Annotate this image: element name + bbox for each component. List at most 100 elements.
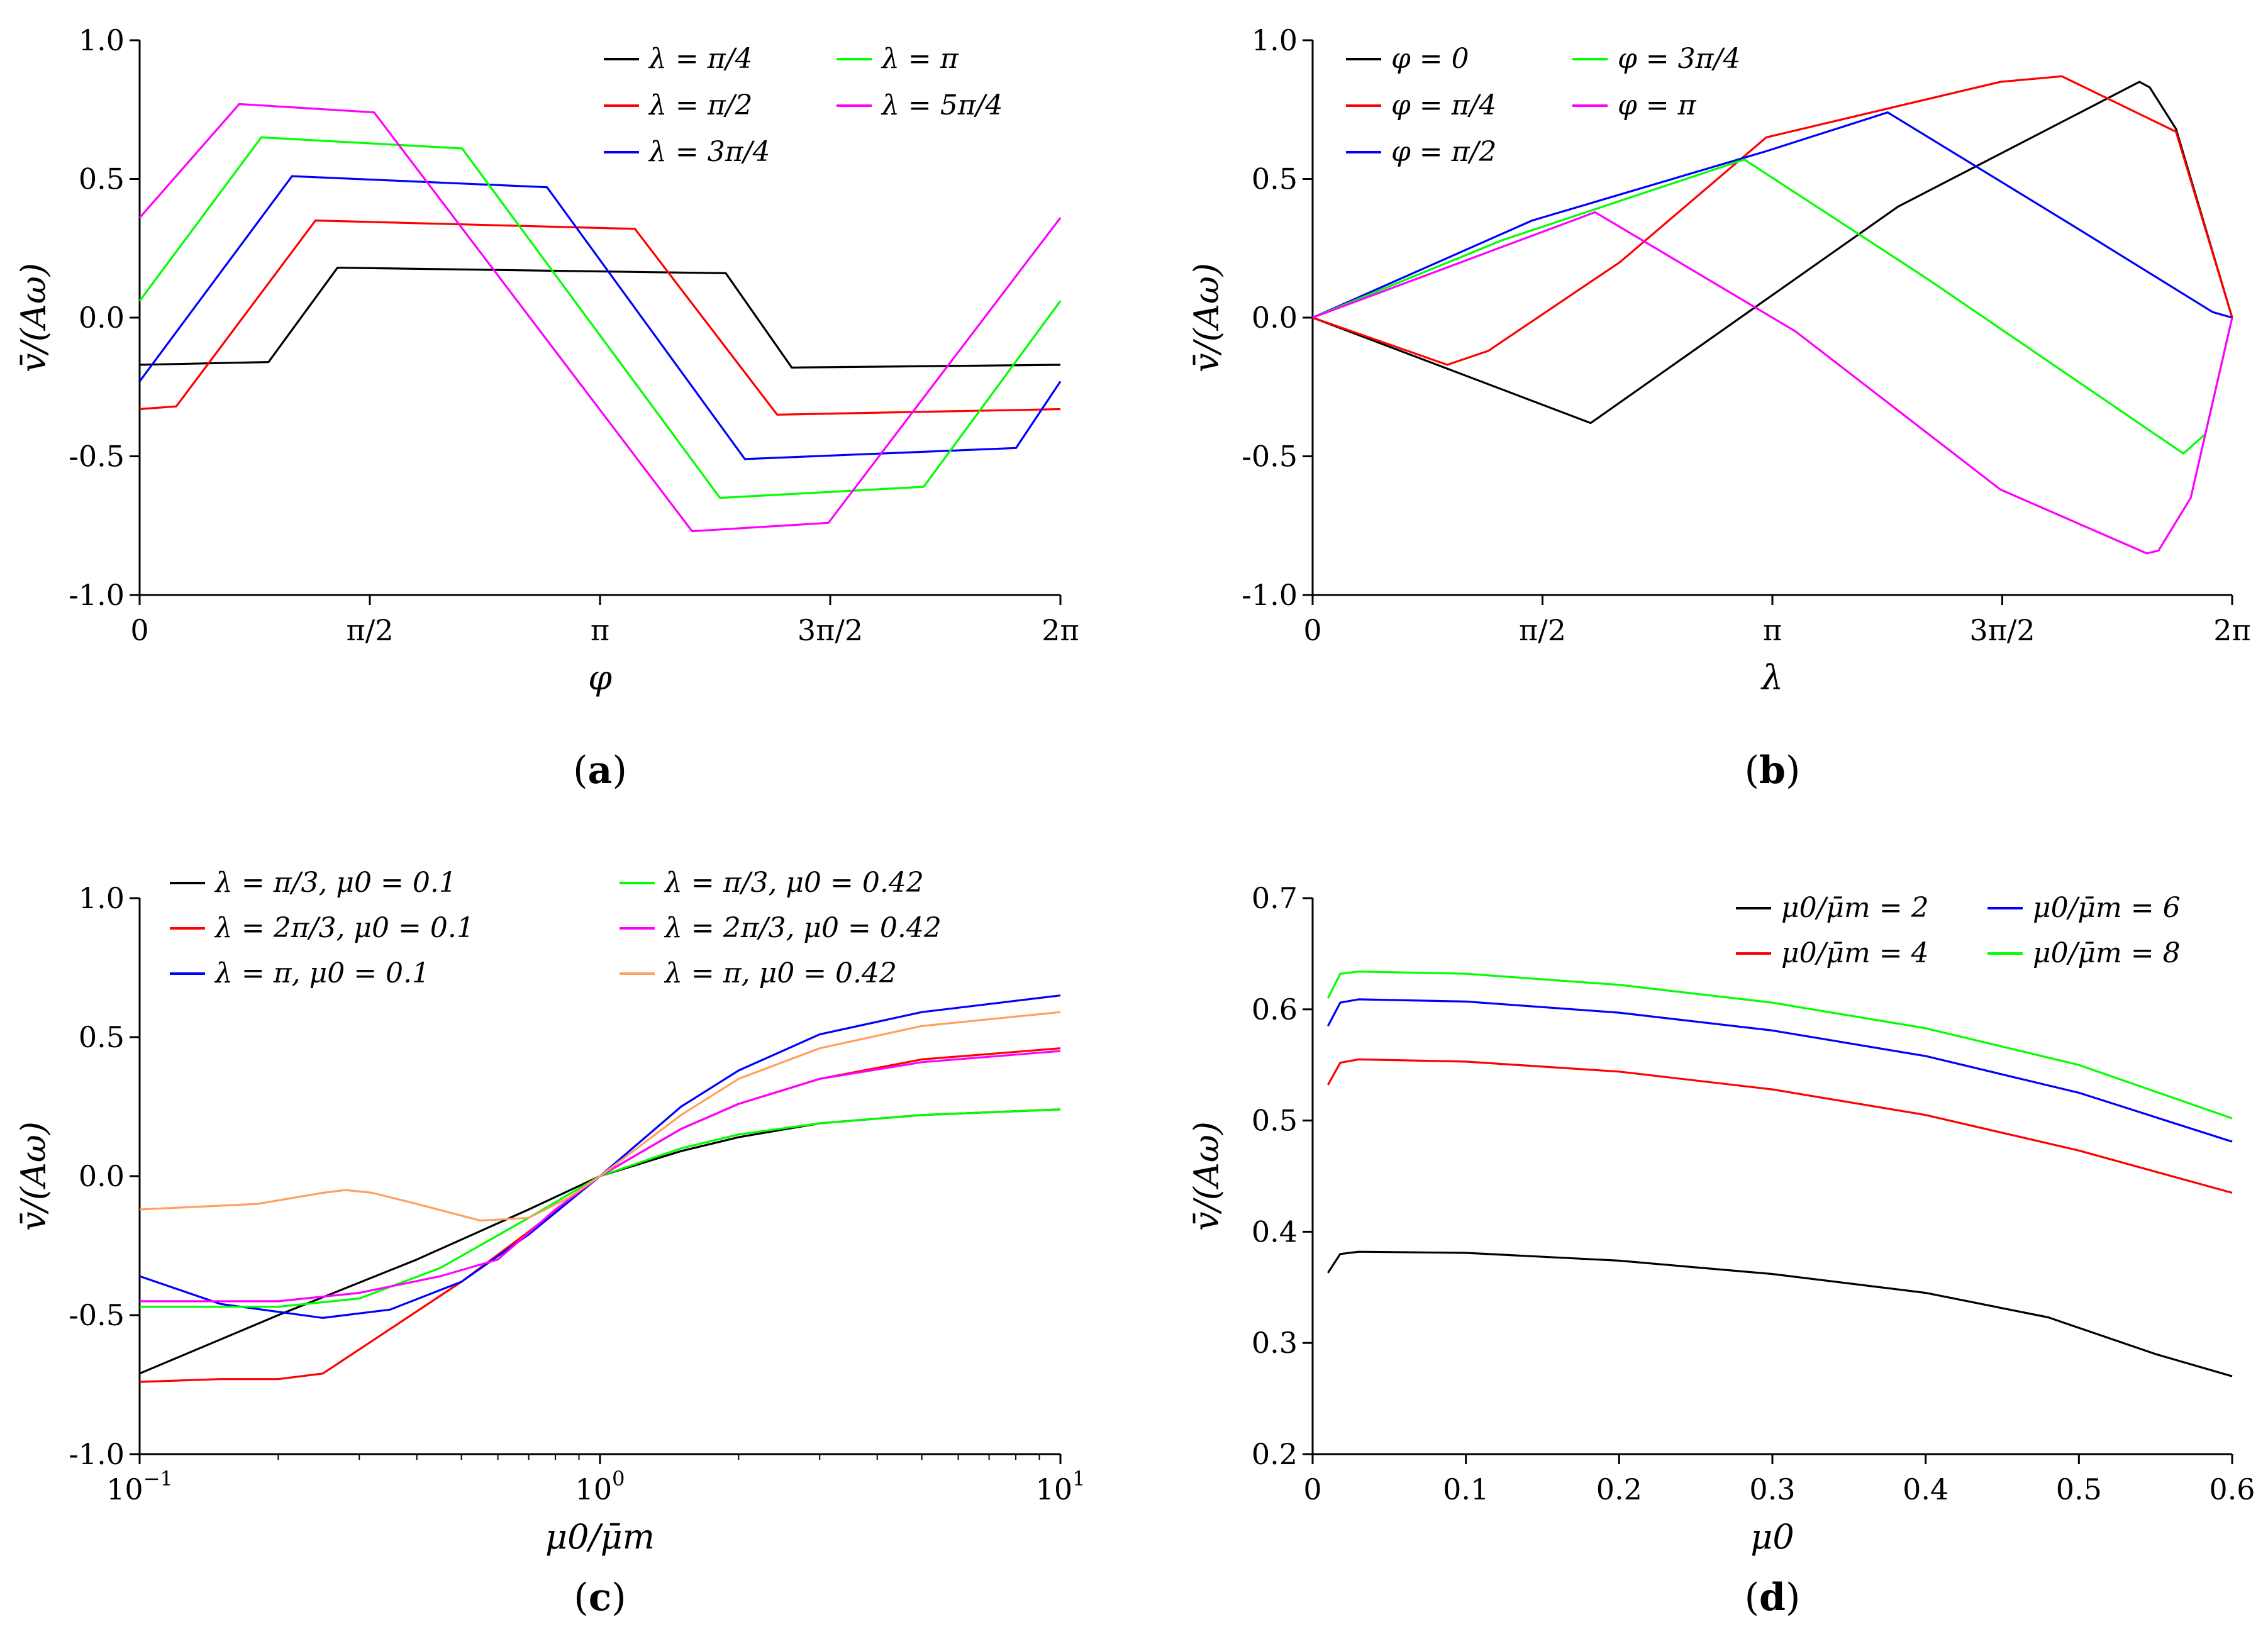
- y-tick-label: -1.0: [69, 578, 125, 612]
- x-tick-label: 0: [130, 613, 148, 647]
- legend: φ = 0 φ = π/4 φ = π/2 φ = 3π/4 φ = π: [1346, 43, 1740, 168]
- y-axis-label: v̄/(Aω): [14, 263, 53, 372]
- x-tick-label: π: [1763, 613, 1782, 647]
- series-line-2: [139, 1047, 1061, 1383]
- legend-label: λ = π, μ0 = 0.42: [664, 957, 897, 989]
- panel-d: 0.70.60.50.40.30.20 0.1 0.2 0.3 0.4 0.5 0.6μ0v…: [1187, 881, 2255, 1620]
- y-tick-label: 0.5: [1252, 1104, 1298, 1138]
- x-axis-label: φ: [588, 658, 612, 698]
- series-line-3: [139, 994, 1061, 1319]
- panel-caption: (a): [573, 748, 627, 792]
- x-tick-label: 0.4: [1903, 1472, 1948, 1506]
- x-tick-label: 0.3: [1749, 1472, 1795, 1506]
- x-tick-label: 0: [1303, 613, 1321, 647]
- x-tick-label: 10−1: [106, 1467, 173, 1506]
- series-line-3: [1326, 998, 2233, 1143]
- legend-label: λ = π/3, μ0 = 0.1: [214, 867, 457, 899]
- series-line-2: [1312, 75, 2233, 366]
- series-line-1: [1327, 1250, 2233, 1377]
- x-tick-label: 0.6: [2209, 1472, 2255, 1506]
- y-tick-label: -0.5: [69, 440, 125, 474]
- legend-label: λ = π/4: [648, 43, 752, 75]
- series-line-5: [140, 1050, 1061, 1303]
- series-line-4: [1312, 158, 2233, 455]
- legend: λ = π/3, μ0 = 0.1 λ = 2π/3, μ0 = 0.1 λ = π…: [170, 867, 942, 989]
- panel-caption: (c): [574, 1576, 626, 1620]
- y-axis-label: v̄/(Aω): [1187, 263, 1226, 372]
- x-axis-label: λ: [1760, 658, 1783, 698]
- x-tick-label: π/2: [347, 613, 394, 647]
- legend-label: λ = π, μ0 = 0.1: [214, 957, 430, 989]
- legend-label: φ = π/2: [1391, 136, 1496, 168]
- legend-label: λ = π/3, μ0 = 0.42: [664, 867, 924, 899]
- legend-label: φ = 3π/4: [1618, 43, 1740, 75]
- series-line-2: [139, 220, 1061, 416]
- y-tick-label: -1.0: [69, 1437, 125, 1471]
- y-tick-label: 1.0: [1252, 23, 1298, 57]
- y-tick-label: 0.0: [1252, 301, 1298, 335]
- legend: λ = π/4 λ = π/2 λ = 3π/4 λ = π λ = 5π/4: [604, 43, 1003, 168]
- x-tick-label: 3π/2: [1969, 613, 2035, 647]
- series-line-4: [138, 136, 1062, 499]
- x-tick-label: 3π/2: [798, 613, 863, 647]
- legend-label: λ = 2π/3, μ0 = 0.42: [664, 912, 942, 944]
- legend-label: φ = π: [1618, 89, 1697, 121]
- y-tick-label: 1.0: [79, 881, 125, 915]
- series-line-2: [1326, 1058, 2233, 1194]
- series-line-4: [1326, 970, 2233, 1120]
- series-line-3: [138, 175, 1062, 460]
- series-line-4: [140, 1108, 1061, 1308]
- y-tick-label: 0.5: [1252, 162, 1298, 196]
- x-tick-label: π: [591, 613, 609, 647]
- series-line-1: [139, 267, 1061, 369]
- y-tick-label: 0.0: [79, 301, 125, 335]
- panel-caption: (d): [1745, 1576, 1801, 1620]
- y-axis-label: v̄/(Aω): [14, 1121, 53, 1231]
- y-axis-label: v̄/(Aω): [1187, 1121, 1226, 1231]
- x-tick-label: 0.1: [1443, 1472, 1489, 1506]
- y-tick-label: -1.0: [1242, 578, 1298, 612]
- legend: μ0/μ̄m = 2 μ0/μ̄m = 4 μ0/μ̄m = 6 μ0/μ̄m = 8: [1736, 892, 2181, 969]
- legend-label: φ = π/4: [1391, 89, 1496, 121]
- series-line-1: [1312, 81, 2233, 425]
- y-tick-label: 0.2: [1252, 1437, 1298, 1471]
- series-line-1: [139, 1108, 1061, 1375]
- legend-label: λ = 2π/3, μ0 = 0.1: [214, 912, 474, 944]
- series-line-6: [139, 1011, 1061, 1222]
- panel-a: 1.0 0.5 0.0 -0.5 -1.00 π/2 π 3π/2 2π φ v̄/(Aω) λ = …: [14, 23, 1079, 792]
- series-line-3: [1312, 111, 2233, 319]
- legend-label: μ0/μ̄m = 8: [2033, 937, 2181, 969]
- x-tick-label: 0.2: [1596, 1472, 1642, 1506]
- legend-label: φ = 0: [1391, 43, 1469, 75]
- x-tick-label: 2π: [2213, 613, 2251, 647]
- y-tick-label: 0.7: [1252, 881, 1298, 915]
- x-axis-label: μ0: [1750, 1517, 1794, 1557]
- y-tick-label: -0.5: [69, 1298, 125, 1332]
- legend-label: μ0/μ̄m = 6: [2033, 892, 2181, 924]
- legend-label: λ = π: [881, 43, 959, 75]
- x-tick-label: 2π: [1042, 613, 1079, 647]
- panel-c: 1.0 0.5 0.0 -0.5 -1.010−1 100 101 μ0/μ̄m v̄/(Aω)…: [14, 867, 1085, 1620]
- x-tick-label: 100: [575, 1467, 625, 1506]
- legend-label: λ = 3π/4: [648, 136, 770, 168]
- y-tick-label: 0.0: [79, 1159, 125, 1193]
- x-tick-label: π/2: [1519, 613, 1566, 647]
- panel-caption: (b): [1745, 748, 1801, 792]
- legend-label: μ0/μ̄m = 4: [1781, 937, 1929, 969]
- x-tick-label: 0.5: [2056, 1472, 2102, 1506]
- y-tick-label: 0.5: [79, 1020, 125, 1054]
- y-tick-label: -0.5: [1242, 440, 1298, 474]
- y-tick-label: 0.3: [1252, 1326, 1298, 1360]
- panel-b: 1.0 0.5 0.0 -0.5 -1.00 π/2 π 3π/2 2π λ v̄/(Aω) φ = …: [1187, 23, 2251, 792]
- legend-label: μ0/μ̄m = 2: [1781, 892, 1929, 924]
- series-line-5: [1312, 211, 2233, 555]
- y-tick-label: 0.5: [79, 162, 125, 196]
- series-line-5: [138, 103, 1062, 533]
- x-tick-label: 101: [1036, 1467, 1086, 1506]
- y-tick-label: 0.4: [1252, 1215, 1298, 1248]
- legend-label: λ = 5π/4: [881, 89, 1003, 121]
- x-tick-label: 0: [1303, 1472, 1321, 1506]
- y-tick-label: 1.0: [79, 23, 125, 57]
- x-axis-label: μ0/μ̄m: [545, 1517, 655, 1557]
